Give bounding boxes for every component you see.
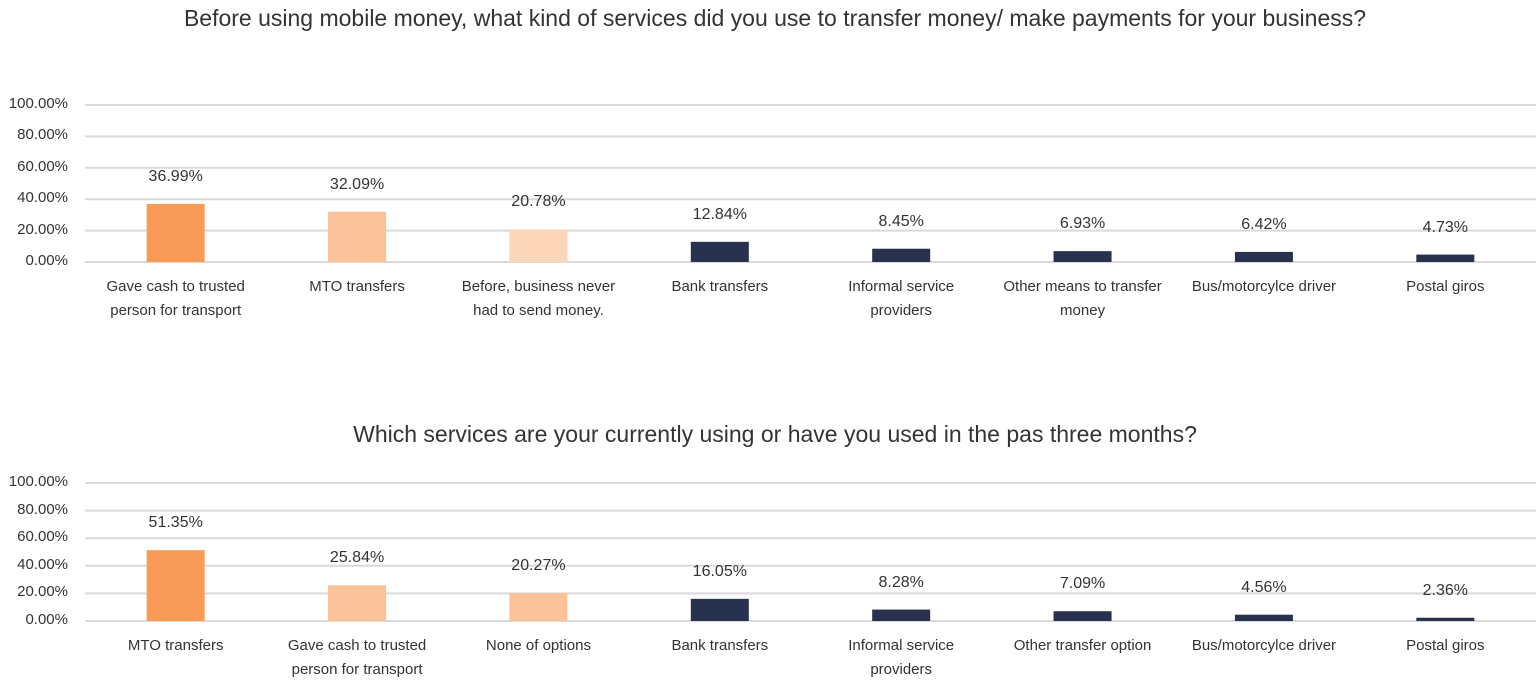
bar (1234, 251, 1293, 262)
value-label: 12.84% (692, 205, 747, 223)
value-label: 51.35% (148, 514, 203, 532)
x-tick-label: Bank transfers (671, 637, 769, 654)
bar (1053, 611, 1112, 621)
y-tick-label: 20.00% (17, 583, 68, 601)
chart-title: Before using mobile money, what kind of … (183, 5, 1367, 31)
x-tick-label: Bus/motorcylce driver (1191, 278, 1337, 295)
value-label: 6.42% (1241, 215, 1287, 233)
value-label: 20.78% (511, 193, 566, 211)
bar (1416, 617, 1475, 621)
x-tick-label: Informal service providers (848, 278, 955, 319)
y-tick-label: 100.00% (8, 473, 68, 490)
value-label: 36.99% (148, 167, 203, 185)
y-tick-label: 60.00% (17, 528, 68, 546)
x-tick-label: Bank transfers (671, 278, 769, 295)
x-tick-label: Before, business never had to send money… (461, 278, 616, 319)
y-tick-label: 100.00% (8, 95, 68, 112)
value-label: 32.09% (329, 175, 385, 193)
value-label: 2.36% (1422, 581, 1468, 599)
x-tick-label: MTO transfers (127, 637, 224, 654)
y-tick-label: 80.00% (17, 126, 68, 144)
bar (690, 241, 749, 262)
y-tick-label: 80.00% (17, 500, 68, 518)
bar (1234, 614, 1293, 621)
value-label: 8.28% (878, 573, 924, 591)
value-label: 7.09% (1059, 575, 1106, 593)
value-label: 4.73% (1422, 218, 1468, 236)
x-tick-label: Other means to transfer money (1003, 278, 1162, 319)
bar (146, 203, 205, 262)
bar (146, 550, 205, 621)
bar (509, 593, 568, 621)
value-label: 25.84% (329, 549, 385, 567)
bar (328, 211, 387, 262)
bar (1053, 251, 1112, 262)
y-tick-label: 0.00% (25, 611, 68, 628)
x-tick-label: MTO transfers (309, 278, 405, 295)
y-tick-label: 40.00% (17, 189, 68, 207)
bar (1416, 254, 1475, 262)
value-label: 8.45% (878, 212, 924, 230)
x-tick-label: Gave cash to trusted person for transpor… (287, 637, 427, 678)
y-tick-label: 40.00% (17, 555, 68, 573)
bar (872, 248, 931, 262)
bar (328, 585, 387, 621)
value-label: 4.56% (1241, 578, 1287, 596)
bar (509, 229, 568, 262)
x-tick-label: Bus/motorcylce driver (1191, 637, 1337, 654)
y-tick-label: 0.00% (25, 252, 68, 269)
value-label: 16.05% (692, 562, 747, 580)
x-tick-label: Postal giros (1406, 637, 1485, 654)
y-tick-label: 20.00% (17, 220, 68, 238)
value-label: 20.27% (511, 557, 566, 575)
x-tick-label: Gave cash to trusted person for transpor… (106, 278, 245, 319)
bar (690, 598, 749, 621)
x-tick-label: Other transfer option (1013, 637, 1152, 654)
chart-title: Which services are your currently using … (353, 421, 1197, 447)
x-tick-label: Informal service providers (848, 637, 955, 678)
bar (872, 609, 931, 621)
y-tick-label: 60.00% (17, 157, 68, 175)
x-tick-label: Postal giros (1406, 278, 1485, 295)
value-label: 6.93% (1059, 215, 1106, 233)
x-tick-label: None of options (485, 637, 591, 654)
